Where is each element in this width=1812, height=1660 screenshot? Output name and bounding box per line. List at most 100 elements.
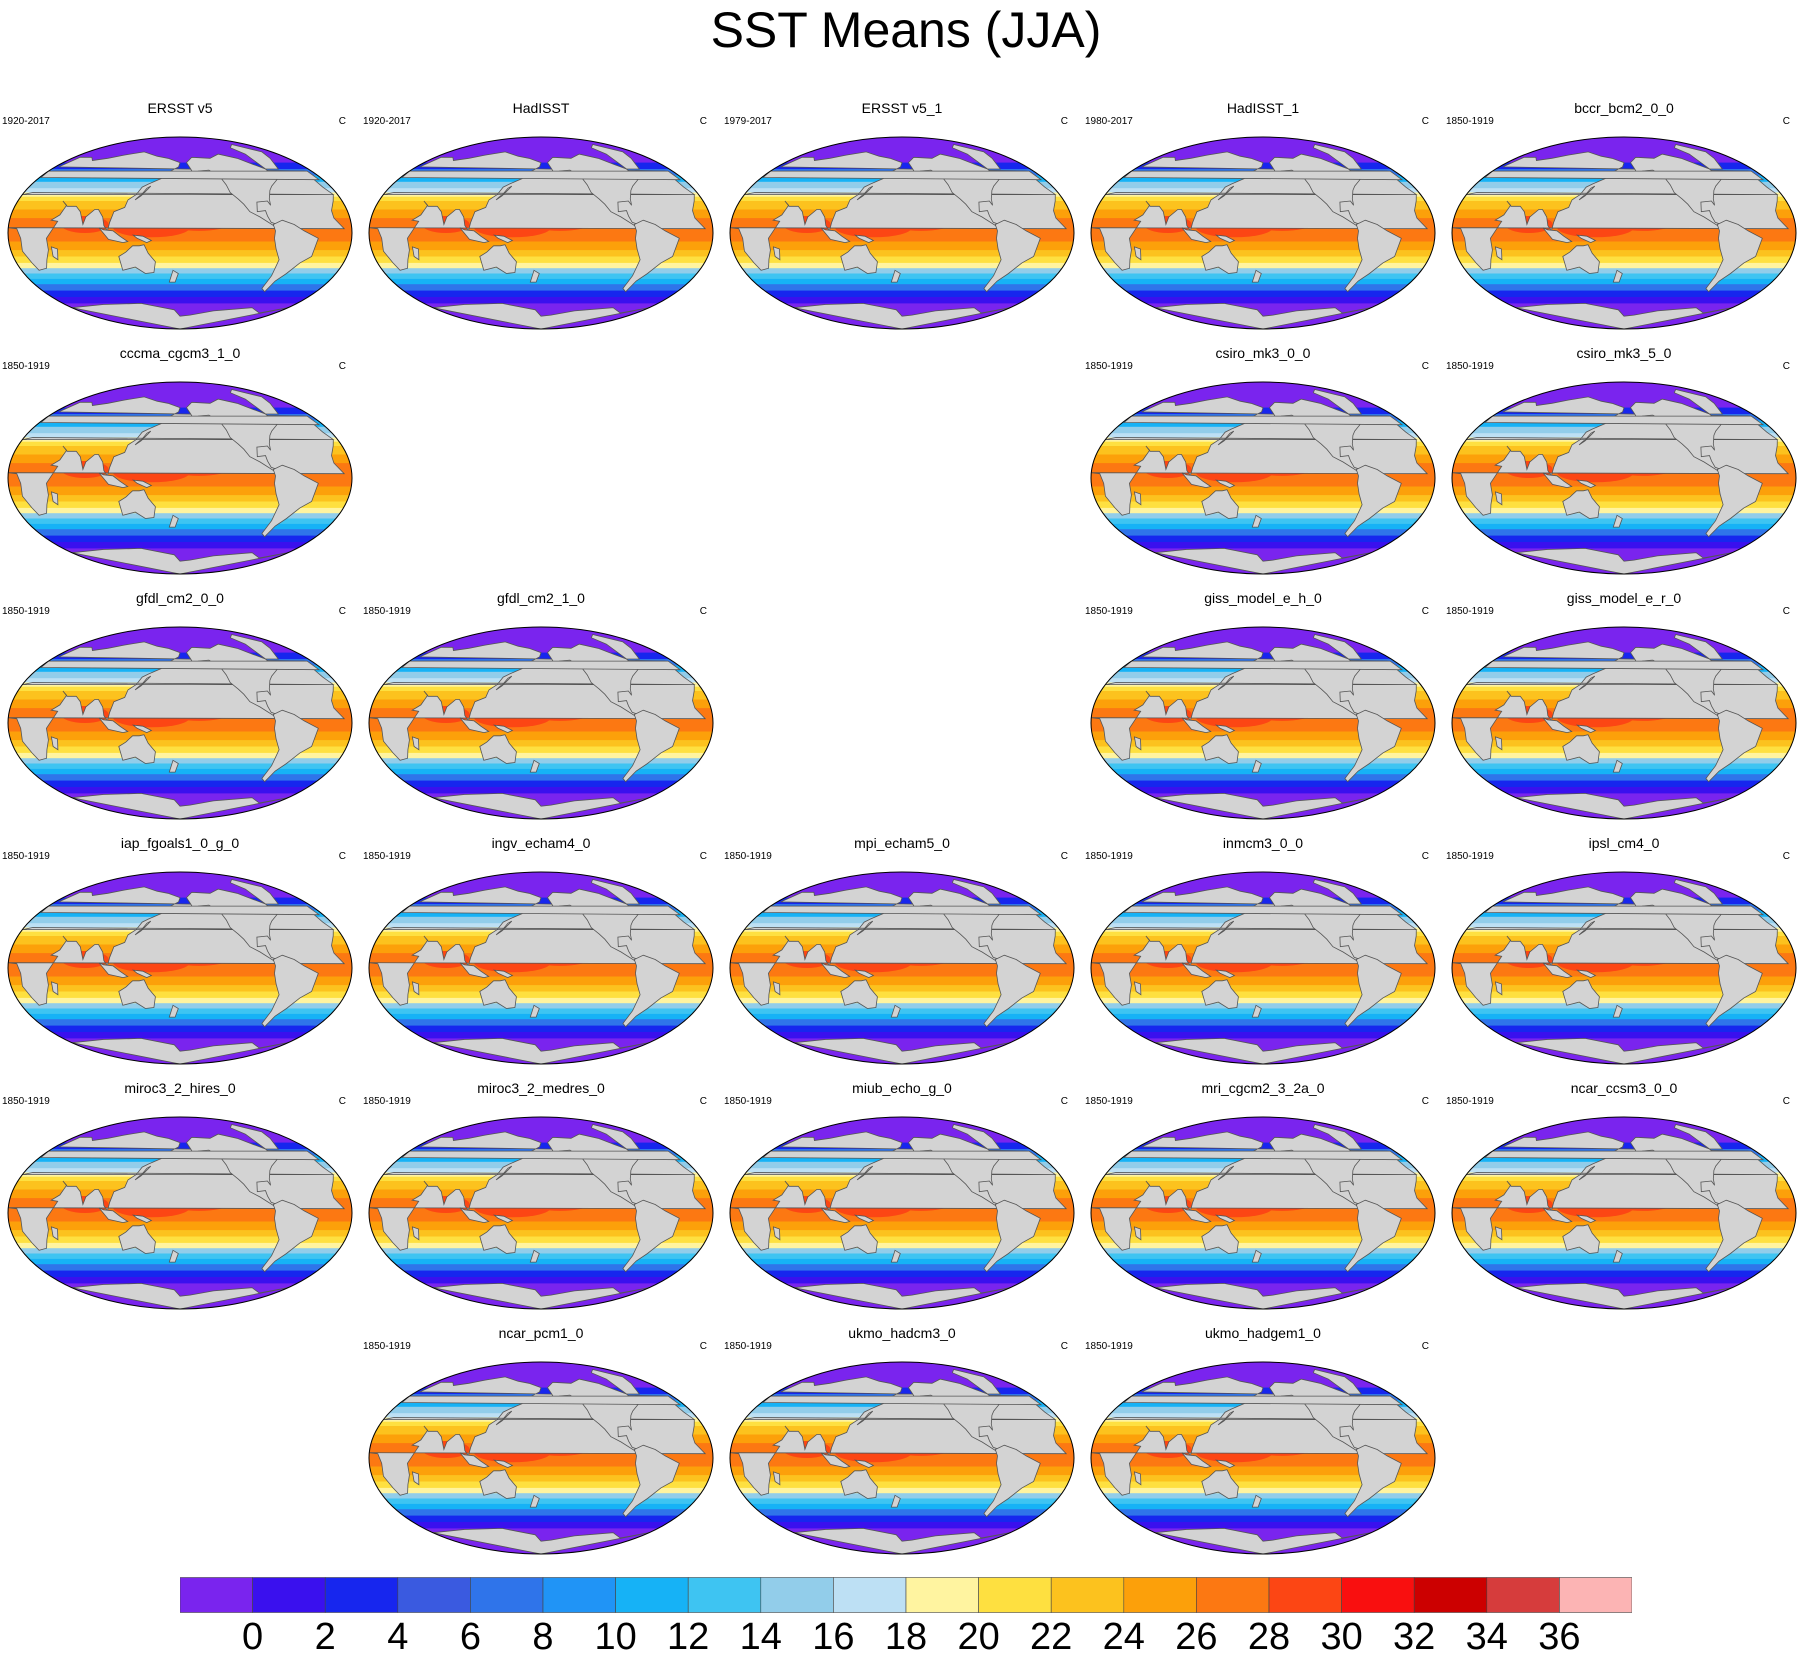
- sst-band: [369, 250, 713, 258]
- sst-band: [8, 273, 352, 280]
- land-mass: [1542, 227, 1573, 244]
- sst-band: [8, 1277, 352, 1284]
- land-mass: [622, 1444, 680, 1518]
- land-mass: [890, 269, 901, 283]
- panel-units: C: [699, 116, 707, 127]
- sst-band: [730, 1498, 1074, 1505]
- panel-units: C: [699, 851, 707, 862]
- sst-band: [1091, 1475, 1435, 1483]
- sst-band: [1091, 1221, 1435, 1231]
- land-mass: [1312, 1124, 1363, 1150]
- sst-band: [8, 290, 352, 298]
- map-panel: csiro_mk3_5_0 1850-1919 C: [1444, 345, 1804, 585]
- sst-band: [1091, 1248, 1435, 1255]
- colorbar: [180, 1577, 1632, 1613]
- map-panel: miub_echo_g_0 1850-1919 C: [722, 1080, 1082, 1320]
- sst-band: [730, 897, 1074, 905]
- colorbar-swatch: [1268, 1577, 1342, 1613]
- land-mass: [890, 1249, 901, 1263]
- land-mass: [1214, 1459, 1236, 1469]
- sst-map: [7, 1116, 353, 1310]
- land-mass: [71, 792, 289, 819]
- land-mass: [432, 792, 650, 819]
- land-mass: [983, 954, 1041, 1028]
- sst-band: [8, 284, 352, 292]
- sst-band: [8, 740, 352, 748]
- sst-band: [369, 290, 713, 298]
- sst-band: [8, 250, 352, 258]
- land-mass: [229, 389, 280, 415]
- sst-band: [1091, 1487, 1435, 1494]
- sst-band: [369, 1025, 713, 1033]
- sst-band: [1091, 518, 1435, 525]
- colorbar-swatch: [1413, 1577, 1488, 1613]
- land-mass: [492, 1459, 514, 1469]
- colorbar-swatch: [542, 1577, 616, 1613]
- sst-band: [8, 1025, 352, 1033]
- sst-band: [1452, 627, 1796, 654]
- panel-units: C: [1421, 1341, 1429, 1352]
- land-mass: [131, 234, 153, 244]
- sst-band: [8, 137, 352, 164]
- sst-band: [1091, 1003, 1435, 1010]
- land-mass: [432, 1282, 650, 1309]
- panel-title: cccma_cgcm3_1_0: [119, 345, 241, 361]
- panel-years: 1850-1919: [2, 606, 50, 617]
- sst-band: [369, 1264, 713, 1272]
- panel-title: gfdl_cm2_1_0: [497, 590, 585, 606]
- land-mass: [853, 234, 875, 244]
- sst-band: [8, 1248, 352, 1255]
- land-mass: [590, 1124, 641, 1150]
- sst-band: [8, 1236, 352, 1244]
- map-panel: mri_cgcm2_3_2a_0 1850-1919 C: [1083, 1080, 1443, 1320]
- land-mass: [1133, 1471, 1142, 1486]
- sst-map: [1090, 871, 1436, 1065]
- sst-map: [729, 1361, 1075, 1555]
- land-mass: [229, 879, 280, 905]
- sst-band: [8, 382, 352, 409]
- land-mass: [622, 954, 680, 1028]
- land-mass: [1673, 634, 1724, 660]
- sst-band: [1091, 542, 1435, 549]
- sst-band: [730, 1025, 1074, 1033]
- colorbar-tick-label: 20: [957, 1616, 1000, 1658]
- land-mass: [772, 1226, 781, 1241]
- land-mass: [495, 920, 513, 936]
- land-mass: [1673, 879, 1724, 905]
- land-mass: [1542, 1207, 1573, 1224]
- map-border: [729, 1116, 1075, 1310]
- colorbar-swatch: [615, 1577, 689, 1613]
- land-mass: [590, 634, 641, 660]
- sst-band: [730, 256, 1074, 264]
- map-border: [729, 1361, 1075, 1555]
- sst-band: [369, 774, 713, 782]
- land-mass: [590, 879, 641, 905]
- land-mass: [1705, 954, 1763, 1028]
- map-border: [1090, 871, 1436, 1065]
- sst-band: [369, 1509, 713, 1517]
- sst-band: [369, 1032, 713, 1039]
- sst-band: [369, 1248, 713, 1255]
- colorbar-swatch: [760, 1577, 834, 1613]
- panel-years: 1850-1919: [2, 851, 50, 862]
- sst-band: [1452, 529, 1796, 537]
- sst-band: [730, 273, 1074, 280]
- land-mass: [261, 1199, 319, 1273]
- land-mass: [1154, 1282, 1372, 1309]
- sst-band: [1452, 787, 1796, 794]
- sst-band: [8, 752, 352, 759]
- sst-map: [1090, 136, 1436, 330]
- sst-band: [1452, 495, 1796, 503]
- land-mass: [1217, 430, 1235, 446]
- sst-band: [8, 1013, 352, 1020]
- sst-band: [369, 137, 713, 164]
- sst-band: [730, 162, 1074, 170]
- sst-band: [1452, 268, 1796, 275]
- sst-band: [8, 1003, 352, 1010]
- land-mass: [840, 244, 878, 274]
- land-mass: [1673, 1124, 1724, 1150]
- sst-band: [730, 1253, 1074, 1260]
- map-panel: ukmo_hadgem1_0 1850-1919 C: [1083, 1325, 1443, 1565]
- land-mass: [1201, 489, 1239, 519]
- map-panel: ipsl_cm4_0 1850-1919 C: [1444, 835, 1804, 1075]
